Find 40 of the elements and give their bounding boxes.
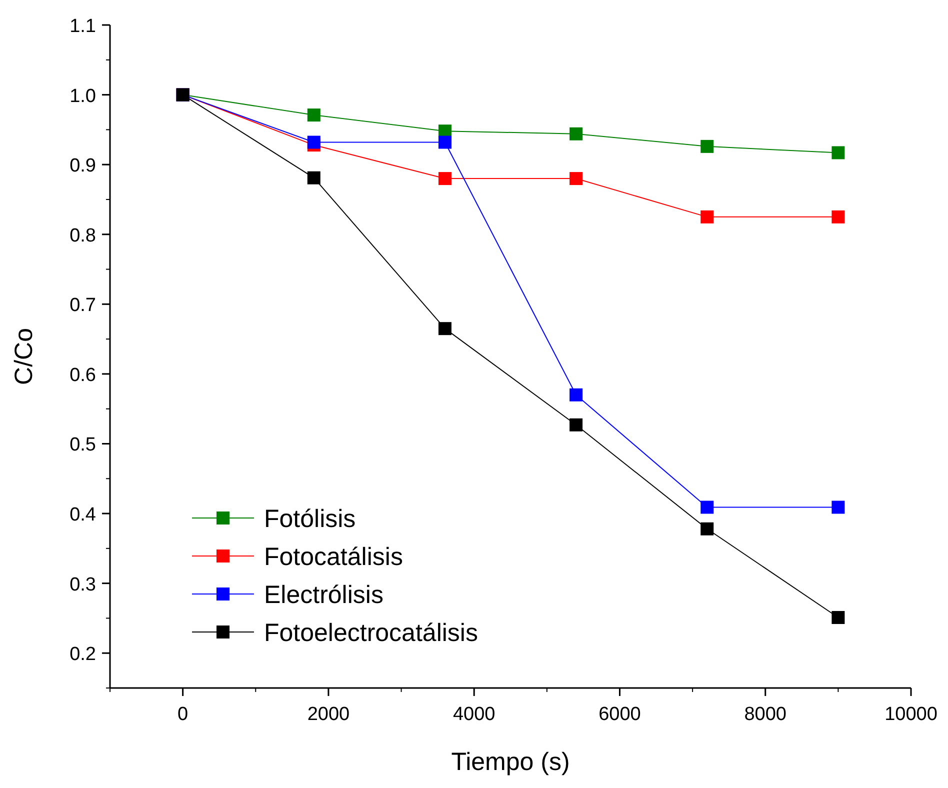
legend-label: Fotocatálisis (264, 543, 403, 571)
y-tick-label: 0.6 (70, 364, 96, 386)
y-tick-label: 0.2 (70, 644, 96, 666)
point (832, 611, 845, 624)
point (700, 210, 714, 224)
x-tick-label: 6000 (598, 704, 641, 725)
y-tick-label: 0.9 (70, 156, 96, 177)
point (570, 172, 583, 186)
point (700, 522, 714, 536)
x-tick-label: 8000 (744, 704, 787, 725)
point (438, 322, 452, 336)
point (700, 140, 714, 153)
y-tick-label: 0.5 (70, 434, 96, 456)
point (832, 146, 845, 160)
x-tick-label: 10000 (884, 704, 938, 725)
point (307, 108, 320, 122)
y-tick-label: 0.7 (70, 295, 96, 316)
point (700, 500, 714, 514)
point (570, 418, 583, 432)
point (307, 171, 320, 184)
legend-label: Fotoelectrocatálisis (264, 619, 478, 647)
x-tick-label: 2000 (307, 704, 350, 725)
y-tick-label: 0.3 (70, 574, 96, 596)
point (307, 136, 320, 149)
point (570, 127, 583, 140)
point (832, 500, 845, 514)
x-tick-label: 4000 (452, 704, 496, 725)
y-tick-label: 0.4 (70, 504, 96, 526)
x-axis-title: Tiempo (s) (451, 748, 570, 776)
y-tick-label: 1.0 (70, 86, 96, 107)
legend-label: Electrólisis (264, 581, 384, 609)
point (570, 388, 583, 402)
x-tick-label: 0 (178, 704, 188, 725)
point (438, 136, 452, 149)
point (832, 210, 845, 224)
y-tick-label: 1.1 (70, 16, 96, 37)
legend-label: Fotólisis (264, 505, 356, 533)
y-axis-title: C/Co (10, 328, 38, 385)
y-tick-label: 0.8 (70, 225, 96, 246)
point (438, 172, 452, 186)
